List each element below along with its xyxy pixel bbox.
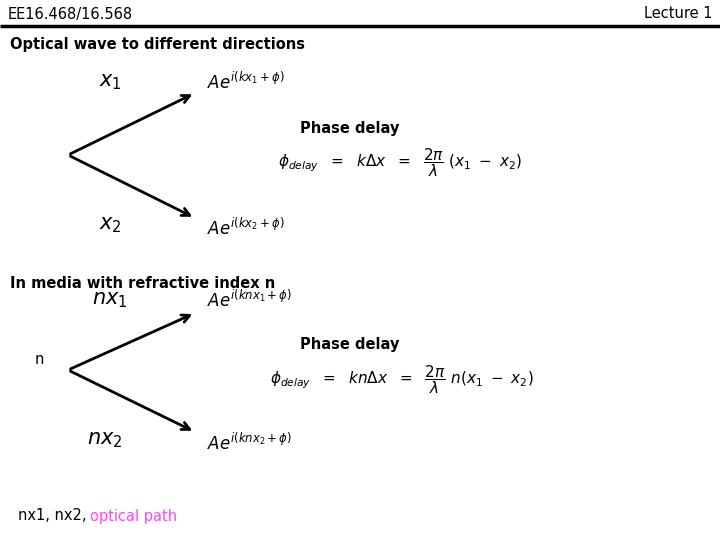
Text: $Ae^{i(knx_2+\phi)}$: $Ae^{i(knx_2+\phi)}$ (207, 433, 292, 454)
Text: $Ae^{i(kx_2+\phi)}$: $Ae^{i(kx_2+\phi)}$ (207, 218, 284, 239)
Text: Lecture 1: Lecture 1 (644, 6, 712, 22)
Text: nx1, nx2,: nx1, nx2, (18, 509, 91, 523)
Text: EE16.468/16.568: EE16.468/16.568 (8, 6, 133, 22)
Text: $Ae^{i(knx_1+\phi)}$: $Ae^{i(knx_1+\phi)}$ (207, 289, 292, 310)
Text: Phase delay: Phase delay (300, 120, 400, 136)
Text: $x_1$: $x_1$ (99, 72, 122, 92)
Text: $Ae^{i(kx_1+\phi)}$: $Ae^{i(kx_1+\phi)}$ (207, 71, 284, 92)
Text: n: n (35, 353, 45, 368)
Text: $nx_1$: $nx_1$ (92, 290, 127, 310)
Text: $\phi_{delay}\ \ =\ \ k\Delta x\ \ =\ \ \dfrac{2\pi}{\lambda}\ (x_1\ -\ x_2)$: $\phi_{delay}\ \ =\ \ k\Delta x\ \ =\ \ … (278, 147, 523, 179)
Text: $nx_2$: $nx_2$ (87, 430, 122, 450)
Text: $\phi_{delay}\ \ =\ \ kn\Delta x\ \ =\ \ \dfrac{2\pi}{\lambda}\ n(x_1\ -\ x_2)$: $\phi_{delay}\ \ =\ \ kn\Delta x\ \ =\ \… (270, 363, 534, 396)
Text: Optical wave to different directions: Optical wave to different directions (10, 37, 305, 51)
Text: optical path: optical path (90, 509, 177, 523)
Text: $x_2$: $x_2$ (99, 215, 122, 235)
Text: Phase delay: Phase delay (300, 338, 400, 353)
Text: In media with refractive index n: In media with refractive index n (10, 275, 275, 291)
